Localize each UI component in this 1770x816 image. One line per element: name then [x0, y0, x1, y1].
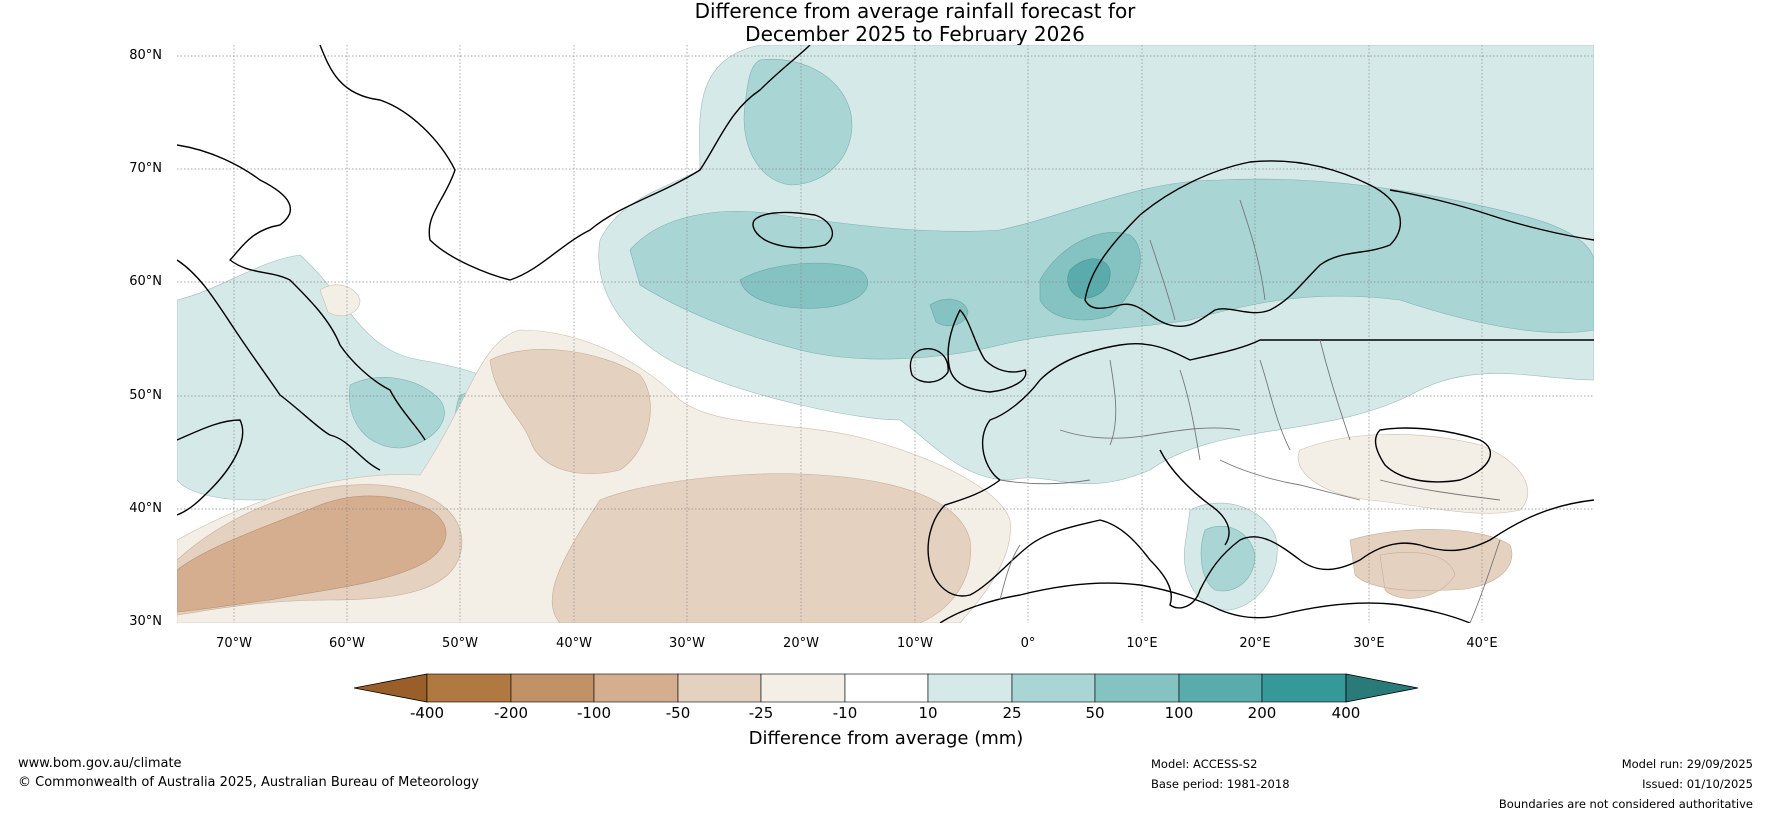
wet-region-greenland-sea — [743, 58, 853, 186]
lon-label-10w: 10°W — [897, 636, 933, 651]
dry-region-levant — [1349, 529, 1513, 599]
coast-iceland — [752, 211, 834, 249]
lon-label-30w: 30°W — [669, 636, 705, 651]
colorbar-bin-11 — [1261, 673, 1347, 703]
colorbar-bin-8 — [1011, 673, 1096, 703]
issued-date: Issued: 01/10/2025 — [1642, 777, 1753, 791]
model-run-date: Model run: 29/09/2025 — [1621, 757, 1753, 771]
coast-greenland — [319, 45, 811, 281]
colorbar-tick: 400 — [1331, 704, 1361, 722]
colorbar-extend-low — [353, 673, 428, 703]
coast-italy — [1159, 449, 1230, 546]
colorbar-tick: 200 — [1247, 704, 1277, 722]
colorbar-tick: -200 — [493, 704, 529, 722]
map-title-line-2: December 2025 to February 2026 — [745, 22, 1085, 46]
lon-label-70w: 70°W — [216, 636, 252, 651]
graticule — [177, 45, 1594, 623]
lon-label-40w: 40°W — [556, 636, 592, 651]
colorbar-tick: 100 — [1164, 704, 1194, 722]
colorbar-bin-1 — [426, 673, 512, 703]
colorbar-bin-2 — [510, 673, 595, 703]
dry-region-newfoundland — [319, 284, 361, 316]
colorbar-bin-9 — [1094, 673, 1180, 703]
colorbar-extend-high — [1345, 673, 1419, 703]
wet-region-ionian — [1200, 525, 1256, 592]
colorbar-bin-3 — [593, 673, 679, 703]
model-name: Model: ACCESS-S2 — [1151, 757, 1258, 771]
lon-label-40e: 40°E — [1466, 636, 1498, 651]
colorbar-bin-5 — [760, 673, 846, 703]
coast-north-america-east — [177, 419, 244, 516]
lat-label-40n: 40°N — [129, 501, 162, 516]
coast-scandinavia — [1084, 160, 1401, 327]
colorbar-label: Difference from average (mm) — [748, 728, 1024, 749]
coast-black-sea — [1374, 427, 1492, 483]
lon-label-60w: 60°W — [329, 636, 365, 651]
country-borders — [999, 199, 1501, 623]
base-period: Base period: 1981-2018 — [1151, 777, 1290, 791]
lat-label-50n: 50°N — [129, 388, 162, 403]
anomaly-fields — [177, 45, 1594, 623]
coast-north-africa — [939, 582, 1471, 623]
colorbar-tick: -25 — [748, 704, 774, 722]
colorbar-bin-4 — [677, 673, 762, 703]
dry-region-turkey — [1297, 434, 1529, 514]
lon-label-50w: 50°W — [442, 636, 478, 651]
wet-region-north-sea-small — [929, 298, 969, 327]
colorbar-bin-10 — [1178, 673, 1263, 703]
lon-label-20w: 20°W — [783, 636, 819, 651]
coast-western-europe — [927, 339, 1594, 609]
copyright-notice: © Commonwealth of Australia 2025, Austra… — [18, 775, 479, 790]
colorbar-bin-6 — [844, 673, 929, 703]
boundaries-disclaimer: Boundaries are not considered authoritat… — [1498, 797, 1753, 811]
coast-british-isles — [909, 309, 1027, 393]
colorbar-bin-7 — [927, 673, 1013, 703]
map-title-line-1: Difference from average rainfall forecas… — [694, 0, 1136, 23]
colorbar-tick: -50 — [665, 704, 691, 722]
lon-label-30e: 30°E — [1353, 636, 1385, 651]
lon-label-20e: 20°E — [1239, 636, 1271, 651]
coastlines — [177, 45, 1594, 623]
colorbar-tick: 10 — [918, 704, 938, 722]
colorbar-tick: 50 — [1085, 704, 1105, 722]
colorbar-tick: -10 — [832, 704, 858, 722]
lat-label-30n: 30°N — [129, 614, 162, 629]
coast-kola-russia — [1389, 189, 1594, 241]
lat-label-70n: 70°N — [129, 161, 162, 176]
coast-hudson-labrador — [177, 259, 381, 471]
lon-label-0: 0° — [1020, 636, 1036, 651]
wet-region-mid-atlantic — [739, 262, 869, 309]
colorbar-tick: -400 — [409, 704, 445, 722]
lon-label-10e: 10°E — [1126, 636, 1158, 651]
colorbar-tick: -100 — [576, 704, 612, 722]
wet-region-norway-core — [1067, 258, 1111, 299]
coast-canadian-arctic — [177, 144, 426, 441]
colorbar-tick: 25 — [1002, 704, 1022, 722]
lat-label-80n: 80°N — [129, 48, 162, 63]
website-link[interactable]: www.bom.gov.au/climate — [18, 756, 182, 771]
dry-region-subtropical — [177, 495, 447, 613]
lat-label-60n: 60°N — [129, 274, 162, 289]
